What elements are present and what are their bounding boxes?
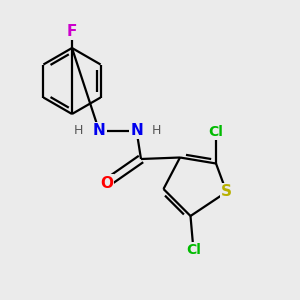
Text: F: F [67, 24, 77, 39]
Text: N: N [130, 123, 143, 138]
Text: O: O [100, 176, 113, 190]
Text: H: H [152, 124, 162, 137]
Text: Cl: Cl [208, 125, 224, 139]
Text: H: H [74, 124, 83, 137]
Text: N: N [93, 123, 105, 138]
Text: Cl: Cl [186, 244, 201, 257]
Text: S: S [221, 184, 232, 200]
